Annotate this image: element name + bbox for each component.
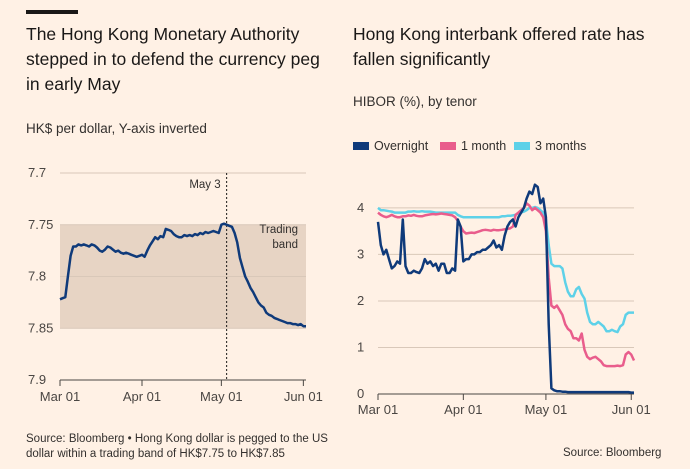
x-tick-label: Jun 01 <box>284 389 323 404</box>
trading-band-label: Trading <box>259 224 298 236</box>
legend-swatch <box>353 142 369 150</box>
right-chart-source: Source: Bloomberg <box>563 447 662 459</box>
legend-swatch <box>514 142 530 150</box>
x-tick-label: May 01 <box>200 389 243 404</box>
left-chart-title: The Hong Kong Monetary Authority stepped… <box>26 24 320 94</box>
legend-label: Overnight <box>374 139 429 153</box>
series-line-overnight <box>376 183 634 394</box>
header-rule <box>26 10 78 14</box>
y-tick-label: 7.9 <box>28 372 46 387</box>
y-tick-label: 0 <box>357 386 364 401</box>
legend-label: 1 month <box>461 139 506 153</box>
right-chart-title: Hong Kong interbank offered rate has fal… <box>353 24 645 69</box>
x-tick-label: Mar 01 <box>40 389 80 404</box>
y-tick-label: 1 <box>357 339 364 354</box>
left-chart-source: Source: Bloomberg • Hong Kong dollar is … <box>26 433 328 460</box>
x-tick-label: May 01 <box>525 402 568 417</box>
y-tick-label: 4 <box>357 200 364 215</box>
may3-annotation-label: May 3 <box>189 179 220 191</box>
y-tick-label: 7.75 <box>28 217 53 232</box>
x-tick-label: Apr 01 <box>444 402 482 417</box>
y-tick-label: 7.7 <box>28 165 46 180</box>
y-tick-label: 2 <box>357 293 364 308</box>
y-tick-label: 7.8 <box>28 269 46 284</box>
x-tick-label: Jun 01 <box>612 402 651 417</box>
trading-band-label: band <box>272 239 298 251</box>
x-tick-label: Apr 01 <box>123 389 161 404</box>
right-chart-subtitle: HIBOR (%), by tenor <box>353 94 477 109</box>
y-tick-label: 3 <box>357 246 364 261</box>
y-tick-label: 7.85 <box>28 320 53 335</box>
left-chart-subtitle: HK$ per dollar, Y-axis inverted <box>26 121 207 136</box>
usd-hkd-series-line <box>59 222 306 328</box>
x-tick-label: Mar 01 <box>358 402 398 417</box>
legend-label: 3 months <box>535 139 586 153</box>
series-line-3-months <box>377 205 634 334</box>
legend-swatch <box>440 142 456 150</box>
